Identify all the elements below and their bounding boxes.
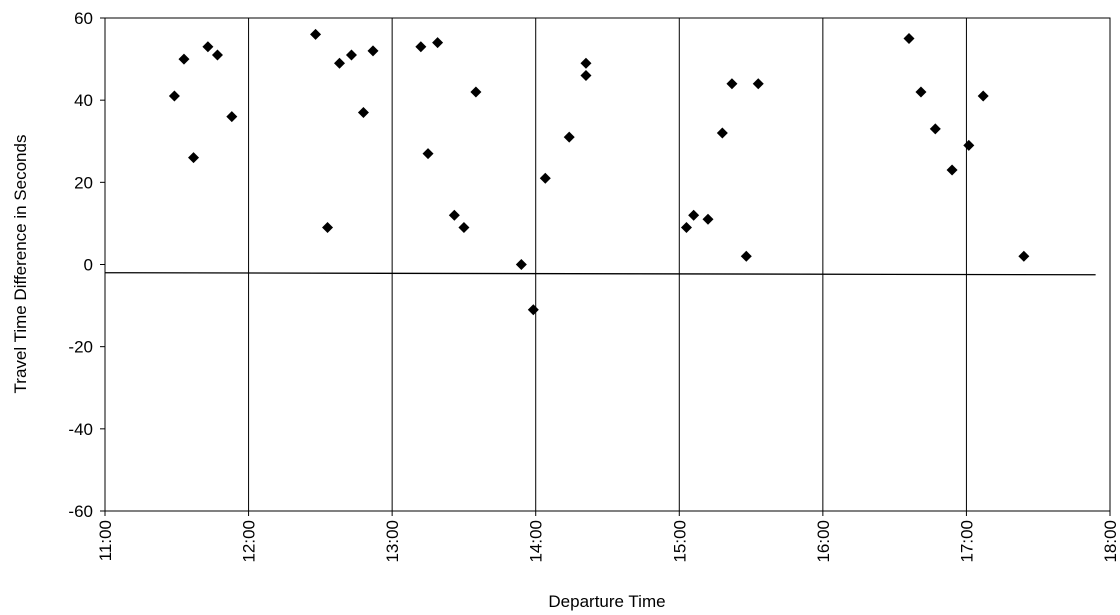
data-point-20 <box>527 304 539 316</box>
data-point-23 <box>580 57 592 69</box>
data-point-18 <box>470 86 482 98</box>
y-axis-ticks: 60 40 20 0 -20 -40 -60 <box>68 9 105 521</box>
y-tick-label: 40 <box>74 91 93 110</box>
x-tick-label: 14:00 <box>527 520 546 563</box>
data-point-14 <box>422 148 434 160</box>
data-points <box>168 28 1030 316</box>
data-point-31 <box>752 78 764 90</box>
y-tick-label: 0 <box>84 256 93 275</box>
y-tick-label: 20 <box>74 173 93 192</box>
vertical-gridlines <box>248 18 967 511</box>
y-tick-label: -20 <box>68 338 93 357</box>
plot-area <box>105 18 1110 511</box>
data-point-17 <box>458 222 470 234</box>
x-axis-ticks: 11:00 12:00 13:00 14:00 15:00 16:00 17:00 18:00 <box>96 511 1120 563</box>
data-point-21 <box>539 172 551 184</box>
data-point-22 <box>563 131 575 143</box>
y-tick-label: 60 <box>74 9 93 28</box>
data-point-36 <box>963 139 975 151</box>
data-point-37 <box>977 90 989 102</box>
data-point-9 <box>334 57 345 69</box>
data-point-8 <box>322 222 334 234</box>
data-point-3 <box>188 152 200 164</box>
y-tick-label: -60 <box>68 502 93 521</box>
data-point-15 <box>432 37 444 49</box>
data-point-29 <box>726 78 738 90</box>
data-point-6 <box>226 111 238 123</box>
x-tick-label: 17:00 <box>957 520 976 563</box>
data-point-1 <box>168 90 180 102</box>
x-axis-title: Departure Time <box>548 592 665 611</box>
data-point-19 <box>515 259 527 270</box>
x-tick-label: 16:00 <box>814 520 833 563</box>
x-tick-label: 13:00 <box>383 520 402 563</box>
data-point-7 <box>310 28 322 40</box>
x-tick-label: 15:00 <box>670 520 689 563</box>
data-point-33 <box>915 86 927 98</box>
y-axis-title: Travel Time Difference in Seconds <box>11 135 30 394</box>
data-point-35 <box>946 164 958 176</box>
data-point-11 <box>357 106 369 118</box>
data-point-2 <box>178 53 190 65</box>
data-point-25 <box>680 222 692 234</box>
x-tick-label: 18:00 <box>1101 520 1120 563</box>
data-point-38 <box>1018 250 1030 262</box>
trendline <box>104 272 1096 276</box>
data-point-28 <box>716 127 728 139</box>
data-point-12 <box>367 45 379 57</box>
data-point-30 <box>740 250 752 262</box>
data-point-24 <box>580 70 592 82</box>
data-point-32 <box>903 33 915 45</box>
data-point-27 <box>702 213 714 225</box>
y-tick-label: -40 <box>68 420 93 439</box>
data-point-4 <box>202 41 214 53</box>
data-point-10 <box>345 49 357 61</box>
x-tick-label: 11:00 <box>96 520 115 561</box>
x-tick-label: 12:00 <box>240 520 259 563</box>
data-point-16 <box>448 209 460 221</box>
data-point-5 <box>211 49 223 61</box>
data-point-13 <box>415 41 427 53</box>
data-point-34 <box>929 123 941 135</box>
data-point-26 <box>688 209 700 221</box>
